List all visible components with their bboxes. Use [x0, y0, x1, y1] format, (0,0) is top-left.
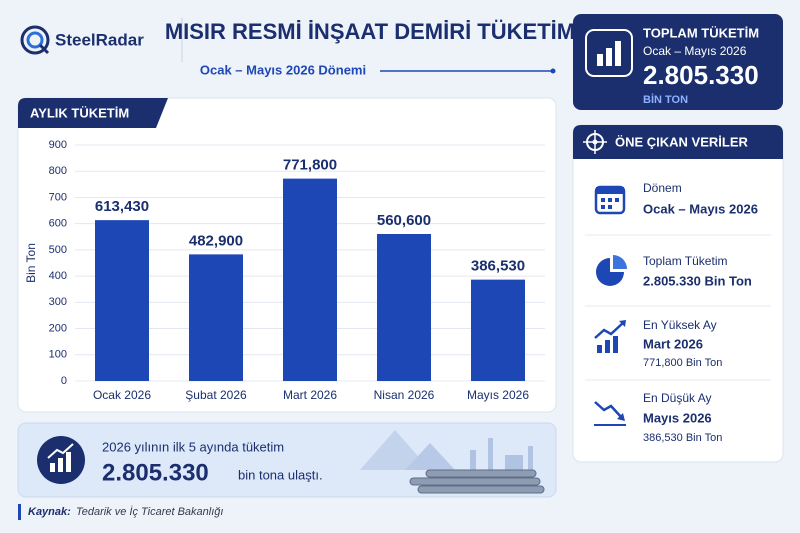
- subtitle-dot: [550, 68, 556, 74]
- value-label: 386,530: [471, 258, 525, 275]
- icon-pie: [596, 255, 627, 286]
- y-tick-label: 900: [49, 139, 67, 151]
- bar: [283, 178, 337, 381]
- y-tick-label: 500: [49, 244, 67, 256]
- banner-icon-chart: [47, 443, 74, 472]
- x-tick-label: Mart 2026: [283, 388, 337, 402]
- highlights-title: ÖNE ÇIKAN VERİLER: [615, 134, 749, 149]
- plot: 0 100 200 300 400 500 600 700 800 900 Ocak 2026 613…: [49, 139, 545, 402]
- highlight-value: Mart 2026: [643, 336, 703, 351]
- highlight-value: Ocak – Mayıs 2026: [643, 201, 758, 216]
- y-tick-label: 200: [49, 322, 67, 334]
- total-card: [573, 14, 783, 110]
- icon-trend-down: [594, 401, 626, 426]
- x-tick-label: Ocak 2026: [93, 388, 151, 402]
- banner-text: 2026 yılının ilk 5 ayında tüketim: [102, 439, 284, 454]
- highlight-title: En Düşük Ay: [643, 391, 711, 405]
- value-label: 771,800: [283, 157, 337, 174]
- page-title: MISIR RESMİ İNŞAAT DEMİRİ TÜKETİMİ: [165, 19, 581, 44]
- chart-title: AYLIK TÜKETİM: [30, 105, 129, 120]
- icon-calendar: [594, 185, 626, 215]
- y-tick-label: 300: [49, 296, 67, 308]
- page-subtitle: Ocak – Mayıs 2026 Dönemi: [200, 62, 366, 77]
- total-unit: BİN TON: [643, 93, 688, 106]
- x-tick-label: Şubat 2026: [185, 388, 247, 402]
- highlight-value: Mayıs 2026: [643, 410, 712, 425]
- bar: [377, 233, 431, 381]
- total-title: TOPLAM TÜKETİM: [643, 25, 759, 40]
- highlight-detail: 771,800 Bin Ton: [643, 357, 722, 369]
- source-bar: [18, 504, 21, 520]
- x-tick-label: Mayıs 2026: [467, 388, 529, 402]
- y-tick-label: 0: [61, 375, 67, 387]
- x-tick-label: Nisan 2026: [374, 388, 435, 402]
- banner-value: 2.805.330: [102, 459, 209, 486]
- value-label: 613,430: [95, 198, 149, 215]
- y-axis-label: Bin Ton: [24, 243, 38, 283]
- source-label: Kaynak:: [28, 506, 71, 518]
- bar: [95, 220, 149, 381]
- y-tick-label: 400: [49, 270, 67, 282]
- value-label: 482,900: [189, 232, 243, 249]
- highlight-detail: 386,530 Bin Ton: [643, 432, 722, 444]
- icon-trend-up: [594, 320, 626, 353]
- highlight-title: Dönem: [643, 181, 682, 195]
- total-icon: [585, 29, 633, 77]
- total-value: 2.805.330: [643, 60, 759, 90]
- bar: [189, 254, 243, 381]
- logo: [20, 25, 50, 55]
- bar: [471, 279, 525, 381]
- chart-tab: [18, 98, 168, 128]
- total-period: Ocak – Mayıs 2026: [643, 44, 747, 58]
- highlight-title: En Yüksek Ay: [643, 318, 717, 332]
- banner-suffix: bin tona ulaştı.: [238, 467, 323, 482]
- brand: SteelRadar: [55, 30, 144, 49]
- y-tick-label: 700: [49, 191, 67, 203]
- highlights-header: [573, 125, 783, 159]
- source-text: Tedarik ve İç Ticaret Bakanlığı: [76, 506, 223, 518]
- banner-decoration: [360, 430, 545, 494]
- y-tick-label: 800: [49, 165, 67, 177]
- highlight-title: Toplam Tüketim: [643, 254, 727, 268]
- crosshair-icon: [583, 130, 607, 154]
- y-tick-label: 600: [49, 218, 67, 230]
- value-label: 560,600: [377, 212, 431, 229]
- highlight-value: 2.805.330 Bin Ton: [643, 273, 752, 288]
- y-tick-label: 100: [49, 349, 67, 361]
